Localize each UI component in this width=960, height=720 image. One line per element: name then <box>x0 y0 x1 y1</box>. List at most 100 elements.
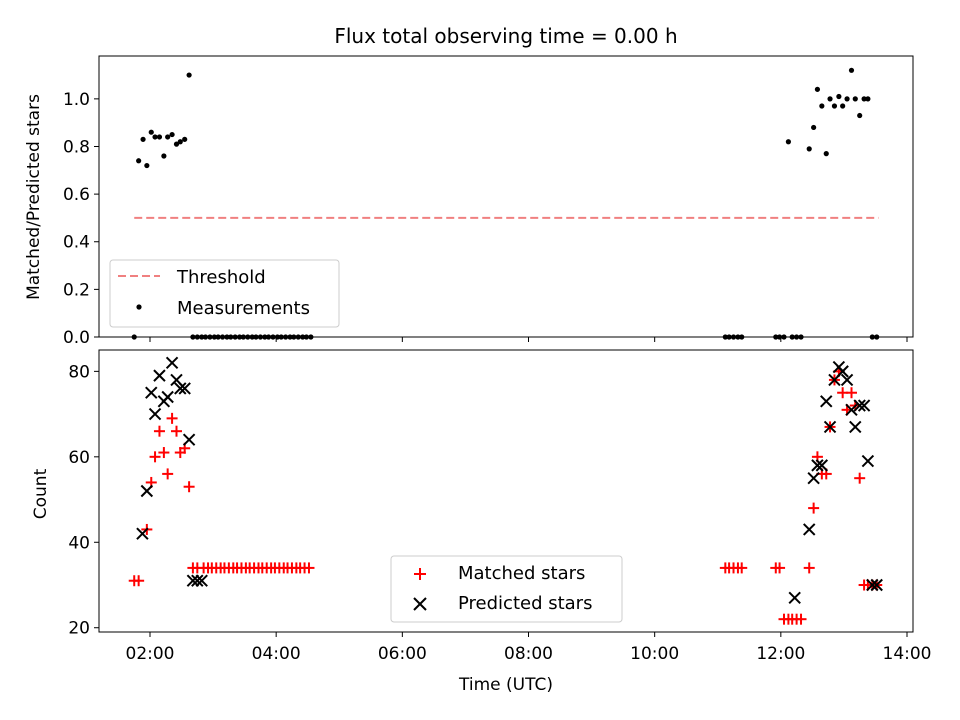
bottom-legend-box <box>390 555 623 623</box>
measurements-point <box>161 153 167 159</box>
y-tick-label: 0.8 <box>63 137 90 157</box>
predicted-stars-point <box>845 403 858 417</box>
y-tick-label: 1.0 <box>63 90 90 110</box>
matched-stars-point <box>303 562 315 574</box>
matched-stars-point <box>149 451 161 463</box>
matched-stars-point <box>166 412 178 424</box>
legend-threshold-label: Threshold <box>176 267 266 288</box>
y-tick: 20 <box>68 619 99 639</box>
y-tick-label: 20 <box>68 619 90 639</box>
legend-measurements-label: Measurements <box>177 298 310 319</box>
legend-measurements-swatch <box>136 304 142 310</box>
bottom-axes-frame <box>98 349 914 633</box>
predicted-stars-point <box>815 459 829 472</box>
measurements-point <box>865 96 871 102</box>
y-tick: 0.8 <box>63 137 99 157</box>
y-tick-label: 0.6 <box>63 185 90 205</box>
matched-stars-point <box>845 387 857 399</box>
y-tick-label: 40 <box>68 533 90 553</box>
predicted-stars-point <box>803 523 816 536</box>
matched-stars-point <box>803 562 815 574</box>
top-y-axis-label: Matched/Predicted stars <box>24 94 44 300</box>
matched-stars-point <box>808 502 820 514</box>
x-tick-label: 08:00 <box>504 644 553 664</box>
predicted-stars-point <box>186 574 200 587</box>
matched-stars-point <box>153 425 165 437</box>
predicted-stars-point <box>165 356 179 370</box>
predicted-stars-point <box>136 527 149 540</box>
x-tick: 14:00 <box>883 632 932 664</box>
x-tick-label: 14:00 <box>883 644 932 664</box>
predicted-stars-point <box>153 369 166 382</box>
y-tick-label: 0.2 <box>63 280 90 300</box>
measurements-point <box>827 96 833 102</box>
bottom-panel: 20 40 60 80 02:00 04:00 06:00 08:00 10:00 12:00 1… <box>31 349 932 695</box>
predicted-stars-point <box>840 373 854 387</box>
measurements-point <box>852 96 858 102</box>
matched-stars-point <box>170 425 182 437</box>
top-axes-frame <box>98 55 914 338</box>
x-axis-label: Time (UTC) <box>458 675 553 695</box>
predicted-stars-point <box>807 471 820 485</box>
matched-stars-point <box>183 481 195 493</box>
measurements-point <box>136 158 142 164</box>
measurements-point <box>177 139 183 145</box>
chart-title: Flux total observing time = 0.00 h <box>334 24 677 48</box>
measurements-point <box>814 86 821 92</box>
y-tick: 40 <box>68 533 99 553</box>
predicted-stars-point <box>182 433 196 446</box>
measurements-point <box>844 96 850 102</box>
predicted-stars-point <box>788 591 801 605</box>
x-tick-label: 10:00 <box>630 644 679 664</box>
bottom-marks <box>128 356 883 625</box>
matched-stars-point <box>854 472 866 484</box>
y-tick-label: 0.0 <box>63 328 90 348</box>
legend-matched-swatch <box>414 568 426 580</box>
x-tick-label: 02:00 <box>126 644 175 664</box>
predicted-stars-point <box>811 459 824 472</box>
matched-stars-point <box>162 468 174 480</box>
predicted-stars-point <box>849 420 862 434</box>
predicted-stars-point <box>866 578 879 592</box>
measurements-point <box>148 129 154 135</box>
measurements-point <box>144 162 150 169</box>
matched-stars-point <box>736 562 748 574</box>
x-tick: 08:00 <box>504 632 553 664</box>
top-legend: Threshold Measurements <box>109 259 340 328</box>
measurements-point <box>140 136 146 142</box>
y-tick: 0.2 <box>63 280 99 300</box>
predicted-stars-point <box>191 574 204 587</box>
measurements-point <box>848 67 855 73</box>
measurements-point <box>811 124 817 131</box>
predicted-stars-point <box>836 365 849 378</box>
y-tick-label: 80 <box>68 362 90 382</box>
y-tick-label: 0.4 <box>63 233 90 253</box>
y-tick: 0.4 <box>63 233 99 253</box>
matched-stars-point <box>133 575 145 587</box>
predicted-stars-point <box>148 407 162 421</box>
measurements-point <box>861 96 867 102</box>
legend-matched-label: Matched stars <box>458 563 585 584</box>
legend-predicted-label: Predicted stars <box>458 593 592 614</box>
x-tick: 04:00 <box>252 632 301 664</box>
top-y-ticks: 0.0 0.2 0.4 0.6 0.8 1.0 <box>63 90 99 348</box>
x-tick-label: 06:00 <box>378 644 427 664</box>
matched-stars-point <box>795 613 807 625</box>
measurements-point <box>186 72 192 78</box>
x-tick: 12:00 <box>756 632 805 664</box>
y-tick: 1.0 <box>63 90 99 110</box>
measurements-point <box>173 141 180 147</box>
top-panel: 0.0 0.2 0.4 0.6 0.8 1.0 Matched/Predicted sta… <box>24 55 914 348</box>
y-tick: 80 <box>68 362 99 382</box>
x-tick-label: 12:00 <box>756 644 805 664</box>
legend-predicted-swatch <box>413 597 427 611</box>
predicted-stars-point <box>857 399 871 412</box>
measurements-point <box>819 103 825 109</box>
predicted-stars-point <box>174 382 187 395</box>
predicted-stars-point <box>178 382 191 395</box>
bottom-x-ticks: 02:00 04:00 06:00 08:00 10:00 12:00 14:00 <box>126 632 932 664</box>
measurements-point <box>165 134 171 140</box>
measurements-point <box>152 134 158 140</box>
measurements-point <box>169 131 175 138</box>
